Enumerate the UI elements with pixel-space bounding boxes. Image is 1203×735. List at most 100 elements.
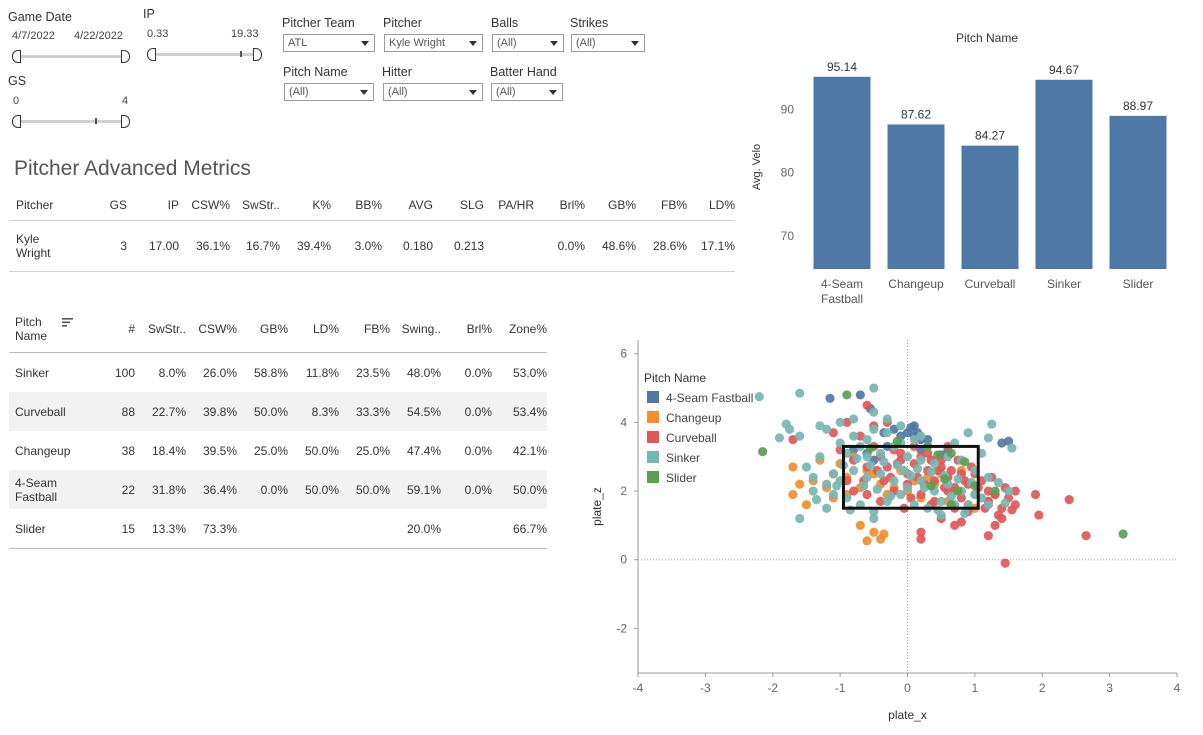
pitch-table-header[interactable]: # <box>101 305 135 353</box>
pitcher-label: Pitcher <box>383 16 422 30</box>
pitch-name-cell: Sinker <box>9 353 101 393</box>
scatter-y-tick-label: 6 <box>620 347 627 361</box>
balls-dropdown[interactable]: (All) <box>492 34 564 52</box>
pitch-cell: 38 <box>121 443 135 458</box>
game-date-start-handle[interactable] <box>12 50 21 63</box>
scatter-point <box>916 455 926 465</box>
scatter-point <box>808 472 818 482</box>
scatter-y-tick-label: 2 <box>620 484 627 498</box>
metrics-header[interactable]: GS <box>89 190 127 221</box>
pitch-cell: 15 <box>101 509 135 549</box>
ip-min-handle[interactable] <box>147 48 156 61</box>
pitch-cell: 0.0% <box>464 365 492 380</box>
pitch-table-header[interactable]: GB% <box>237 305 288 353</box>
ip-slider-track[interactable] <box>151 53 259 56</box>
scatter-point <box>916 476 926 486</box>
sort-icon[interactable] <box>61 317 75 329</box>
scatter-point <box>1064 495 1074 505</box>
pitch-cell: 58.8% <box>253 365 288 380</box>
batter-hand-dropdown[interactable]: (All) <box>491 83 563 101</box>
ip-max-handle[interactable] <box>253 48 262 61</box>
pitcher-team-dropdown[interactable]: ATL <box>283 34 375 52</box>
scatter-point <box>849 465 859 476</box>
scatter-point <box>963 428 973 438</box>
scatter-point <box>811 495 822 505</box>
pitch-table-header[interactable]: LD% <box>288 305 339 353</box>
bar-y-tick-label: 80 <box>781 166 795 180</box>
metrics-header[interactable]: SwStr.. <box>230 190 280 221</box>
metrics-cell: 39.4% <box>280 220 331 272</box>
scatter-point <box>852 453 862 464</box>
metrics-cell: 17.1% <box>687 220 735 272</box>
metrics-cell: 0.213 <box>433 220 484 272</box>
pitch-name-label: Pitch Name <box>283 65 348 79</box>
batter-hand-label: Batter Hand <box>490 65 557 79</box>
metrics-header[interactable]: GB% <box>585 190 636 221</box>
pitch-table-header[interactable]: Brl% <box>441 305 492 353</box>
pitch-name-line1: 4-Seam <box>15 475 58 490</box>
pitch-table: Pitch Name # SwStr.. CSW% GB% LD% FB% Swi… <box>9 305 547 549</box>
scatter-y-tick-label: -2 <box>616 621 627 635</box>
metrics-header[interactable]: AVG <box>382 190 433 221</box>
metrics-header[interactable]: CSW% <box>179 190 230 221</box>
metrics-header[interactable]: LD% <box>687 190 735 221</box>
metrics-cell <box>484 220 534 272</box>
hitter-dropdown[interactable]: (All) <box>383 83 483 101</box>
strikes-dropdown[interactable]: (All) <box>571 34 645 52</box>
scatter-point <box>865 443 876 453</box>
pitcher-dropdown[interactable]: Kyle Wright <box>384 34 483 52</box>
scatter-point <box>862 434 872 445</box>
scatter-point <box>990 486 1000 496</box>
scatter-point <box>892 436 902 446</box>
metrics-header[interactable]: Brl% <box>534 190 585 221</box>
scatter-point <box>869 407 879 417</box>
scatter-point <box>953 486 963 496</box>
scatter-point <box>987 419 997 429</box>
scatter-point <box>774 433 785 443</box>
pitch-cell: 0.0% <box>464 443 492 458</box>
game-date-start: 4/7/2022 <box>12 30 55 42</box>
pitch-table-header[interactable]: Swing.. <box>390 305 441 353</box>
scatter-point <box>1030 489 1041 500</box>
pitch-cell: 50.0% <box>288 470 339 509</box>
legend-label: Curveball <box>666 431 717 445</box>
pitcher-last-name: Wright <box>16 246 51 260</box>
metrics-header[interactable]: BB% <box>331 190 382 221</box>
game-date-slider-track[interactable] <box>16 55 124 58</box>
metrics-header[interactable]: Pitcher <box>9 190 89 221</box>
pitch-table-header[interactable]: Zone% <box>492 305 547 353</box>
scatter-point <box>983 433 993 443</box>
metrics-header[interactable]: SLG <box>433 190 484 221</box>
metrics-header[interactable]: IP <box>127 190 179 221</box>
pitch-table-header[interactable]: SwStr.. <box>135 305 186 353</box>
pitch-location-scatter: -4 -3 -2 -1 0 1 2 3 4 -2 0 2 4 6 plate_x plate_z Pitch N… <box>590 340 1181 722</box>
game-date-end-handle[interactable] <box>121 50 130 63</box>
metrics-cell: 48.6% <box>585 220 636 272</box>
pitch-cell: 50.0% <box>492 470 547 509</box>
pitch-name-dropdown[interactable]: (All) <box>284 83 374 101</box>
bar-category-label: Curveball <box>965 277 1016 291</box>
pitch-cell: 11.8% <box>305 365 339 380</box>
pitch-table-header[interactable]: FB% <box>339 305 390 353</box>
pitch-name-header[interactable]: Pitch Name <box>9 305 101 353</box>
metrics-header[interactable]: K% <box>280 190 331 221</box>
gs-max: 4 <box>122 95 129 107</box>
scatter-point <box>926 481 936 491</box>
gs-max-handle[interactable] <box>121 115 130 128</box>
scatter-point <box>956 517 966 527</box>
legend-label: 4-Seam Fastball <box>666 391 753 405</box>
metrics-header[interactable]: FB% <box>636 190 687 221</box>
scatter-point <box>879 476 889 486</box>
scatter-x-axis-label: plate_x <box>888 708 927 722</box>
metrics-header[interactable]: PA/HR <box>484 190 534 221</box>
gs-min-handle[interactable] <box>12 115 21 128</box>
pitch-cell: 100 <box>114 365 135 380</box>
pitch-cell: 50.0% <box>237 392 288 431</box>
scatter-point <box>886 491 896 501</box>
pitch-table-header[interactable]: CSW% <box>186 305 237 353</box>
bar-y-axis-label: Avg. Velo <box>751 144 763 190</box>
chevron-down-icon <box>469 90 477 95</box>
metrics-cell: 36.1% <box>179 220 230 272</box>
gs-slider-track[interactable] <box>16 120 124 123</box>
scatter-point <box>862 536 872 546</box>
